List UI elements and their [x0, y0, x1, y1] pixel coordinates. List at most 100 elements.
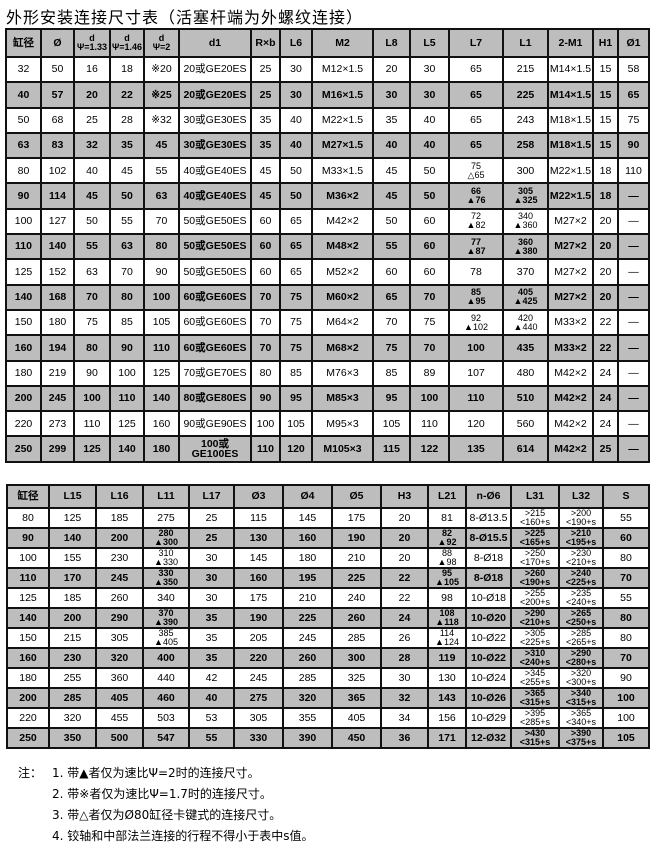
- table-cell: M42×2: [547, 359, 594, 387]
- table-cell: 215: [48, 627, 97, 649]
- table-cell: 50: [279, 157, 313, 185]
- table-cell: 45: [250, 157, 281, 185]
- table-cell: 25: [188, 527, 235, 549]
- table-cell: 8-Ø13.5: [465, 507, 512, 529]
- table-cell: —: [617, 384, 650, 413]
- table-cell: 390: [282, 727, 333, 749]
- table-cell: 24: [592, 410, 619, 438]
- table-row: 180 255 360 440 42 245 285 325 30 130 10-Ø24 >345 <…: [6, 667, 650, 689]
- bore-cell: 125: [6, 587, 50, 609]
- bore-cell: 150: [5, 308, 42, 337]
- table-cell: 40: [188, 687, 235, 709]
- bore-cell: 220: [6, 707, 50, 729]
- table-cell: 90: [602, 667, 650, 689]
- table-cell: 220: [233, 647, 284, 669]
- table-cell: 260: [331, 607, 382, 629]
- table-cell: 20: [380, 547, 429, 569]
- table-cell: 110: [73, 410, 111, 438]
- table-cell: 45: [143, 131, 180, 160]
- table-cell: 125: [143, 359, 180, 387]
- table-cell: M14×1.5: [547, 55, 594, 84]
- table-cell: 35: [109, 131, 145, 160]
- table-cell: 32: [380, 687, 429, 709]
- table-cell: 22: [380, 587, 429, 609]
- table-cell: M18×1.5: [547, 106, 594, 134]
- table-cell: —: [617, 410, 650, 438]
- table-cell: 105: [143, 308, 180, 337]
- table-cell: 75: [279, 283, 313, 311]
- table-cell: 195: [282, 567, 333, 589]
- table-cell: 57: [40, 81, 75, 109]
- table-cell: 175: [233, 587, 284, 609]
- table-cell: 160: [233, 567, 284, 589]
- table-cell: 130: [427, 667, 467, 689]
- table-cell: 305: [95, 627, 144, 649]
- table-cell: 100: [409, 384, 450, 413]
- table-row: 180 219 90 100 125 70或GE70ES 80 85 M76×3 85 89 107 4…: [5, 359, 650, 387]
- table-cell: —: [617, 207, 650, 236]
- table-cell: >305 <225+s: [510, 627, 560, 649]
- table-cell: 22: [109, 81, 145, 109]
- table-cell: 90: [109, 334, 145, 362]
- table-cell: 120: [448, 410, 504, 438]
- table-cell: 355: [282, 707, 333, 729]
- column-header: S: [602, 484, 650, 509]
- table-cell: 20: [592, 207, 619, 236]
- page-title: 外形安装连接尺寸表（活塞杆端为外螺纹连接）: [6, 8, 364, 27]
- table-cell: M22×1.5: [547, 182, 594, 210]
- table-cell: 260: [95, 587, 144, 609]
- table-cell: 8-Ø15.5: [465, 527, 512, 549]
- table-cell: M52×2: [311, 258, 374, 286]
- table-cell: 171: [427, 727, 467, 749]
- table-cell: 50: [109, 182, 145, 210]
- table-cell: 22: [592, 308, 619, 337]
- table-cell: 95: [279, 384, 313, 413]
- bore-cell: 40: [5, 81, 42, 109]
- table-cell: M33×1.5: [311, 157, 374, 185]
- column-header: L17: [188, 484, 235, 509]
- table-cell: 115: [233, 507, 284, 529]
- table-cell: 63: [143, 182, 180, 210]
- table-cell: 50: [409, 157, 450, 185]
- table-cell: 70: [143, 207, 180, 236]
- table-cell: 330: [233, 727, 284, 749]
- flange-trunnion-dimensions-table: 缸径 L15 L16 L11 L17 Ø3 Ø4 Ø5 H3 L21 n-Ø6 L31 L32 S 80 12…: [6, 484, 650, 749]
- table-cell: 63: [109, 233, 145, 261]
- table-cell: 435: [502, 334, 549, 362]
- table-cell: 70: [73, 283, 111, 311]
- column-header: d Ψ=2: [143, 28, 180, 58]
- table-cell: 100: [448, 334, 504, 362]
- table-cell: 275: [142, 507, 190, 529]
- table-cell: >260 <190+s: [510, 567, 560, 589]
- column-header: 2-M1: [547, 28, 594, 58]
- table-cell: 15: [592, 106, 619, 134]
- column-header: d Ψ=1.33: [73, 28, 111, 58]
- table-cell: 24: [592, 359, 619, 387]
- table-cell: 115: [372, 435, 411, 463]
- table-cell: 330 ▲350: [142, 567, 190, 589]
- table-row: 100 127 50 55 70 50或GE50ES 60 65 M42×2 50 60 72 ▲82…: [5, 207, 650, 236]
- table-row: 200 245 100 110 140 80或GE80ES 90 95 M85×3 95 100 11…: [5, 384, 650, 413]
- table-cell: M85×3: [311, 384, 374, 413]
- table-cell: ※32: [143, 106, 180, 134]
- table-cell: 60: [409, 258, 450, 286]
- table-cell: 50或GE50ES: [178, 258, 252, 286]
- table-row: 220 320 455 503 53 305 355 405 34 156 10-Ø29 >395 <…: [6, 707, 650, 729]
- table-cell: 245: [233, 667, 284, 689]
- table-cell: 66 ▲76: [448, 182, 504, 210]
- bore-cell: 32: [5, 55, 42, 84]
- table-cell: M36×2: [311, 182, 374, 210]
- table-cell: 245: [40, 384, 75, 413]
- table-cell: 82 ▲92: [427, 527, 467, 549]
- table-cell: 370: [502, 258, 549, 286]
- table-cell: M68×2: [311, 334, 374, 362]
- column-header: d Ψ=1.46: [109, 28, 145, 58]
- table-cell: 65: [448, 131, 504, 160]
- table-cell: 10-Ø26: [465, 687, 512, 709]
- table-cell: M76×3: [311, 359, 374, 387]
- header-row: 缸径 L15 L16 L11 L17 Ø3 Ø4 Ø5 H3 L21 n-Ø6 L31 L32 S: [6, 484, 650, 509]
- table-cell: 180: [40, 308, 75, 337]
- table-cell: >230 <210+s: [558, 547, 604, 569]
- bore-cell: 150: [6, 627, 50, 649]
